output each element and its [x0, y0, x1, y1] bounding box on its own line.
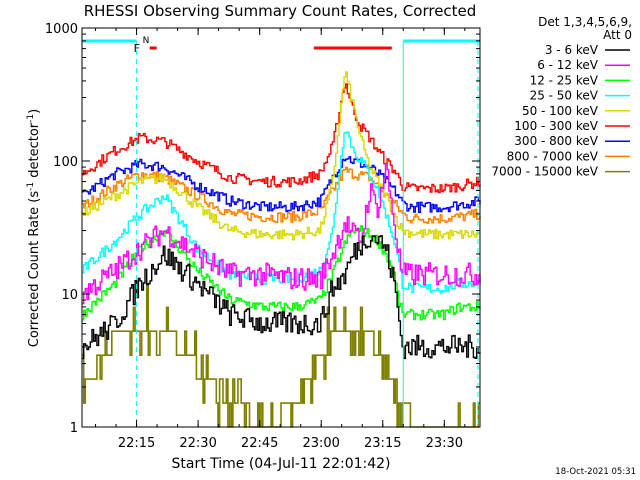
series-line-12-25-kev [82, 225, 481, 321]
chart-title: RHESSI Observing Summary Count Rates, Co… [84, 2, 477, 20]
axis-layer: 22:15 22:30 22:45 23:00 23:15 23:30 1 10 100 1000 [45, 22, 480, 451]
y-tick-label-2: 100 [53, 155, 78, 170]
legend-label-300-800-kev: 300 - 800 keV [514, 134, 598, 148]
legend-label-50-100-kev: 50 - 100 keV [522, 104, 599, 118]
legend-header-line2: Att 0 [603, 28, 632, 42]
y-tick-label-3: 1000 [45, 22, 78, 37]
x-axis-label: Start Time (04-Jul-11 22:01:42) [171, 456, 390, 472]
legend-label-25-50-kev: 25 - 50 keV [530, 89, 599, 103]
y-axis-label: Corrected Count Rate (s-1 detector-1) [26, 109, 42, 347]
legend-label-12-25-kev: 12 - 25 keV [530, 73, 599, 87]
series-line-25-50-kev [82, 131, 481, 294]
x-tick-label-3: 23:00 [302, 436, 339, 451]
legend-header-line1: Det 1,3,4,5,6,9, [538, 15, 632, 29]
legend-label-100-300-kev: 100 - 300 keV [514, 119, 598, 133]
annotation-f: F [134, 42, 140, 55]
series-layer [82, 71, 481, 428]
marker-layer: NF [82, 36, 480, 427]
legend-label-7000-15000-kev: 7000 - 15000 keV [491, 165, 598, 179]
timestamp: 18-Oct-2021 05:31 [555, 467, 636, 477]
series-line-6-12-kev [82, 163, 481, 305]
series-line-300-800-kev [82, 156, 481, 214]
legend-label-3-6-kev: 3 - 6 keV [545, 43, 599, 57]
legend-label-800-7000-kev: 800 - 7000 keV [507, 149, 599, 163]
series-line-3-6-kev [82, 235, 481, 360]
legend-label-6-12-kev: 6 - 12 keV [537, 58, 599, 72]
series-line-50-100-kev [82, 71, 481, 241]
x-tick-label-2: 22:45 [241, 436, 278, 451]
series-line-100-300-kev [82, 83, 481, 194]
plot-frame [81, 27, 481, 428]
x-tick-label-1: 22:30 [179, 436, 216, 451]
y-tick-label-1: 10 [61, 288, 78, 303]
x-tick-label-5: 23:30 [426, 436, 463, 451]
annotation-n: N [143, 36, 150, 46]
x-tick-label-4: 23:15 [364, 436, 401, 451]
y-tick-label-0: 1 [70, 421, 78, 436]
x-tick-label-0: 22:15 [118, 436, 155, 451]
